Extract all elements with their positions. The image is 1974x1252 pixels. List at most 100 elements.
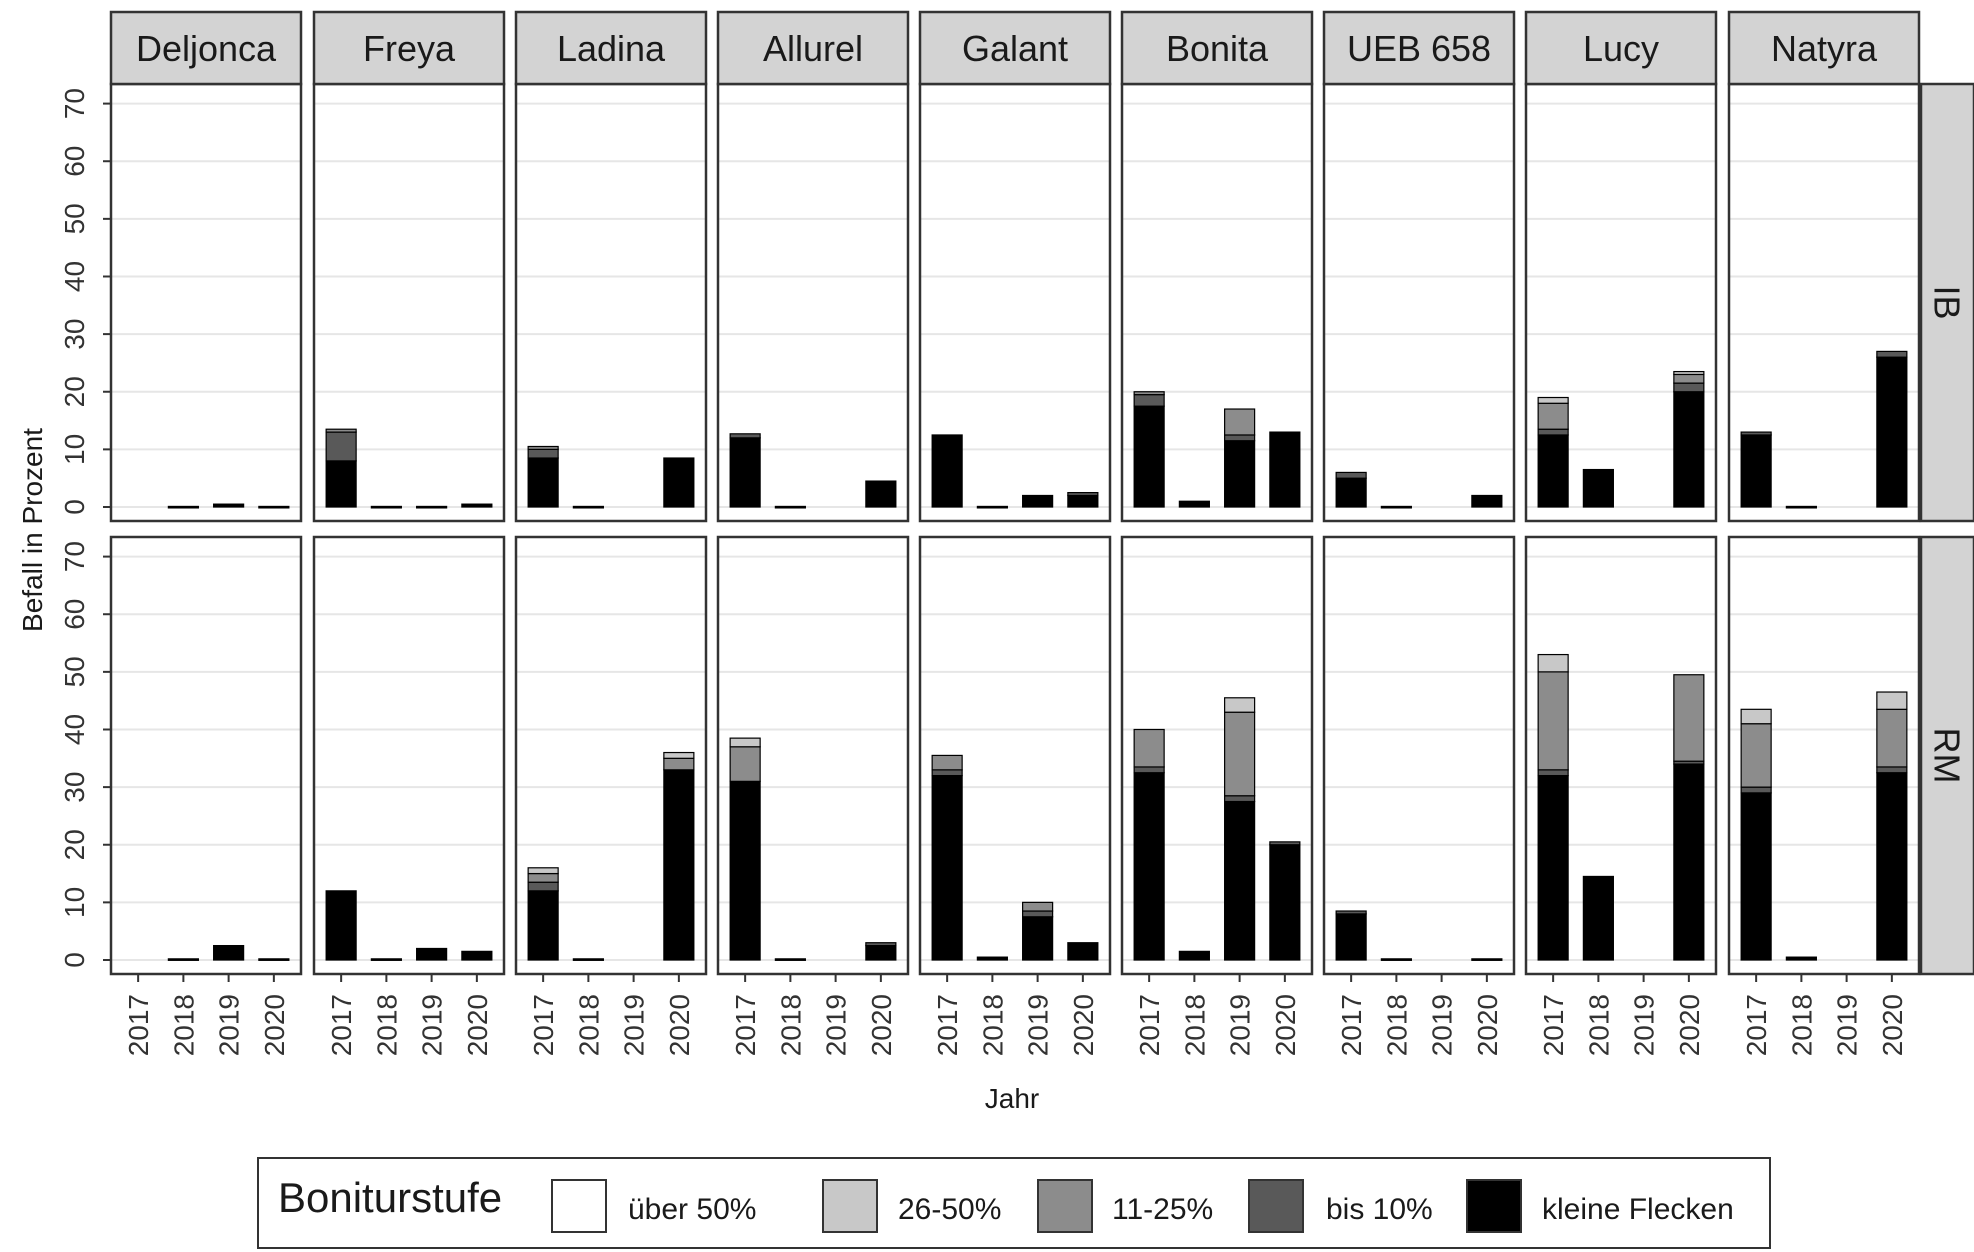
bar-rm-ueb-658-2017-kleine-flecken bbox=[1335, 913, 1367, 961]
x-tick-label-ladina-2017: 2017 bbox=[528, 994, 559, 1056]
bar-ib-lucy-2020-11-25 bbox=[1673, 373, 1705, 384]
bar-ib-freya-2018-kleine-flecken bbox=[370, 505, 402, 509]
y-tick-label-rm-40: 40 bbox=[59, 714, 90, 745]
bar-rm-freya-2018-kleine-flecken bbox=[370, 958, 402, 961]
bar-rm-ladina-2020-11-25 bbox=[663, 757, 695, 771]
y-tick-label-ib-30: 30 bbox=[59, 319, 90, 350]
bar-rm-deljonca-2018-kleine-flecken bbox=[167, 958, 199, 961]
facet-strips: Deljonca Freya Ladina Allurel Galant Bonita UE… bbox=[109, 10, 1974, 976]
bar-ib-lucy-2020-bis-10 bbox=[1673, 382, 1705, 393]
bar-ib-freya-2017-11-25 bbox=[325, 428, 357, 433]
bar-rm-galant-2019-kleine-flecken bbox=[1022, 916, 1054, 961]
bars bbox=[167, 350, 1908, 961]
bar-rm-allurel-2020-kleine-flecken bbox=[865, 944, 897, 961]
x-tick-label-ladina-2020: 2020 bbox=[664, 994, 695, 1056]
bar-ib-natyra-2017-kleine-flecken bbox=[1740, 434, 1772, 508]
y-tick-label-ib-70: 70 bbox=[59, 88, 90, 119]
y-tick-label-ib-60: 60 bbox=[59, 146, 90, 177]
y-tick-label-rm-50: 50 bbox=[59, 656, 90, 687]
strip-ueb-658 bbox=[1322, 10, 1516, 86]
strip-label-deljonca: Deljonca bbox=[136, 28, 277, 69]
strip-natyra bbox=[1727, 10, 1921, 86]
bar-rm-ladina-2017-kleine-flecken bbox=[527, 890, 559, 961]
panel-rm-deljonca bbox=[109, 535, 303, 976]
x-tick-label-bonita-2018: 2018 bbox=[1179, 994, 1210, 1056]
bar-ib-ueb-658-2020-kleine-flecken bbox=[1471, 494, 1503, 508]
bar-ib-freya-2017-bis-10 bbox=[325, 431, 357, 462]
y-tick-label-rm-70: 70 bbox=[59, 541, 90, 572]
bar-ib-ueb-658-2017-kleine-flecken bbox=[1335, 477, 1367, 508]
bar-rm-lucy-2020-kleine-flecken bbox=[1673, 763, 1705, 961]
x-tick-label-allurel-2019: 2019 bbox=[821, 994, 852, 1056]
bar-ib-galant-2017-kleine-flecken bbox=[931, 434, 963, 508]
strip-allurel bbox=[716, 10, 910, 86]
row-strip-ib bbox=[1919, 82, 1974, 523]
bar-rm-freya-2017-kleine-flecken bbox=[325, 890, 357, 961]
bar-rm-lucy-2018-kleine-flecken bbox=[1582, 875, 1614, 961]
bar-ib-bonita-2020-kleine-flecken bbox=[1269, 431, 1301, 508]
bar-rm-galant-2018-kleine-flecken bbox=[976, 956, 1008, 961]
strip-label-galant: Galant bbox=[962, 28, 1068, 69]
bar-rm-ladina-2020-26-50 bbox=[663, 751, 695, 759]
bar-ib-lucy-2020-26-50 bbox=[1673, 370, 1705, 376]
bar-rm-ladina-2017-26-50 bbox=[527, 867, 559, 875]
strip-label-natyra: Natyra bbox=[1771, 28, 1878, 69]
strip-bonita bbox=[1120, 10, 1314, 86]
row-strip-label-rm: RM bbox=[1927, 728, 1968, 784]
axis-ticks: 0 10 20 30 40 50 60 70 0 10 20 30 40 50 60 70 2017 2018 20… bbox=[59, 88, 1908, 1056]
strip-label-lucy: Lucy bbox=[1583, 28, 1659, 69]
panel-rm-galant bbox=[918, 535, 1112, 976]
x-tick-label-lucy-2017: 2017 bbox=[1538, 994, 1569, 1056]
bar-rm-deljonca-2020-kleine-flecken bbox=[258, 958, 290, 961]
strip-ladina bbox=[514, 10, 708, 86]
bar-rm-bonita-2020-kleine-flecken bbox=[1269, 844, 1301, 961]
bar-ib-lucy-2018-kleine-flecken bbox=[1582, 468, 1614, 508]
x-tick-label-bonita-2017: 2017 bbox=[1134, 994, 1165, 1056]
strip-freya bbox=[312, 10, 506, 86]
bar-ib-galant-2019-kleine-flecken bbox=[1022, 494, 1054, 508]
bar-rm-lucy-2017-bis-10 bbox=[1537, 769, 1569, 777]
bar-rm-bonita-2019-kleine-flecken bbox=[1224, 800, 1256, 961]
x-axis-title: Jahr bbox=[985, 1083, 1039, 1114]
panel-ib-deljonca bbox=[109, 82, 303, 523]
bar-ib-galant-2020-kleine-flecken bbox=[1067, 494, 1099, 508]
x-tick-label-ueb-658-2019: 2019 bbox=[1427, 994, 1458, 1056]
bar-ib-bonita-2017-11-25 bbox=[1133, 391, 1165, 396]
bar-rm-bonita-2019-26-50 bbox=[1224, 697, 1256, 713]
bar-rm-bonita-2017-kleine-flecken bbox=[1133, 772, 1165, 961]
legend-swatch-11-25 bbox=[1037, 1179, 1093, 1233]
bar-rm-allurel-2017-kleine-flecken bbox=[729, 780, 761, 961]
bar-ib-allurel-2017-bis-10 bbox=[729, 433, 761, 439]
x-tick-label-deljonca-2020: 2020 bbox=[259, 994, 290, 1056]
x-tick-label-natyra-2020: 2020 bbox=[1877, 994, 1908, 1056]
bar-ib-natyra-2018-kleine-flecken bbox=[1785, 505, 1817, 509]
y-tick-label-ib-20: 20 bbox=[59, 376, 90, 407]
bar-rm-natyra-2018-kleine-flecken bbox=[1785, 956, 1817, 961]
legend-label-11-25: 11-25% bbox=[1112, 1193, 1213, 1226]
y-tick-label-rm-30: 30 bbox=[59, 772, 90, 803]
legend-title: Boniturstufe bbox=[278, 1174, 502, 1221]
bar-rm-natyra-2017-kleine-flecken bbox=[1740, 792, 1772, 961]
bar-ib-deljonca-2019-kleine-flecken bbox=[213, 503, 245, 508]
bar-ib-lucy-2017-26-50 bbox=[1537, 396, 1569, 404]
x-tick-label-bonita-2020: 2020 bbox=[1270, 994, 1301, 1056]
bar-ib-bonita-2019-11-25 bbox=[1224, 408, 1256, 436]
bar-rm-galant-2020-kleine-flecken bbox=[1067, 942, 1099, 961]
x-tick-label-allurel-2020: 2020 bbox=[866, 994, 897, 1056]
bar-ib-ueb-658-2018-kleine-flecken bbox=[1380, 505, 1412, 509]
y-axis-title: Befall in Prozent bbox=[17, 428, 48, 632]
x-tick-label-natyra-2019: 2019 bbox=[1832, 994, 1863, 1056]
bar-ib-galant-2018-kleine-flecken bbox=[976, 505, 1008, 509]
x-tick-label-freya-2018: 2018 bbox=[371, 994, 402, 1056]
bar-ib-natyra-2017-bis-10 bbox=[1740, 431, 1772, 436]
y-tick-label-rm-60: 60 bbox=[59, 599, 90, 630]
bar-rm-bonita-2018-kleine-flecken bbox=[1178, 950, 1210, 961]
y-tick-label-ib-40: 40 bbox=[59, 261, 90, 292]
bar-ib-ladina-2018-kleine-flecken bbox=[572, 505, 604, 509]
bar-rm-allurel-2020-bis-10 bbox=[865, 942, 897, 947]
legend-items: über 50% 26-50% 11-25% bis 10% kleine Flecke… bbox=[551, 1179, 1734, 1233]
bar-ib-bonita-2019-kleine-flecken bbox=[1224, 440, 1256, 508]
bar-rm-lucy-2020-11-25 bbox=[1673, 674, 1705, 762]
bar-rm-natyra-2020-bis-10 bbox=[1876, 766, 1908, 774]
strip-deljonca bbox=[109, 10, 303, 86]
